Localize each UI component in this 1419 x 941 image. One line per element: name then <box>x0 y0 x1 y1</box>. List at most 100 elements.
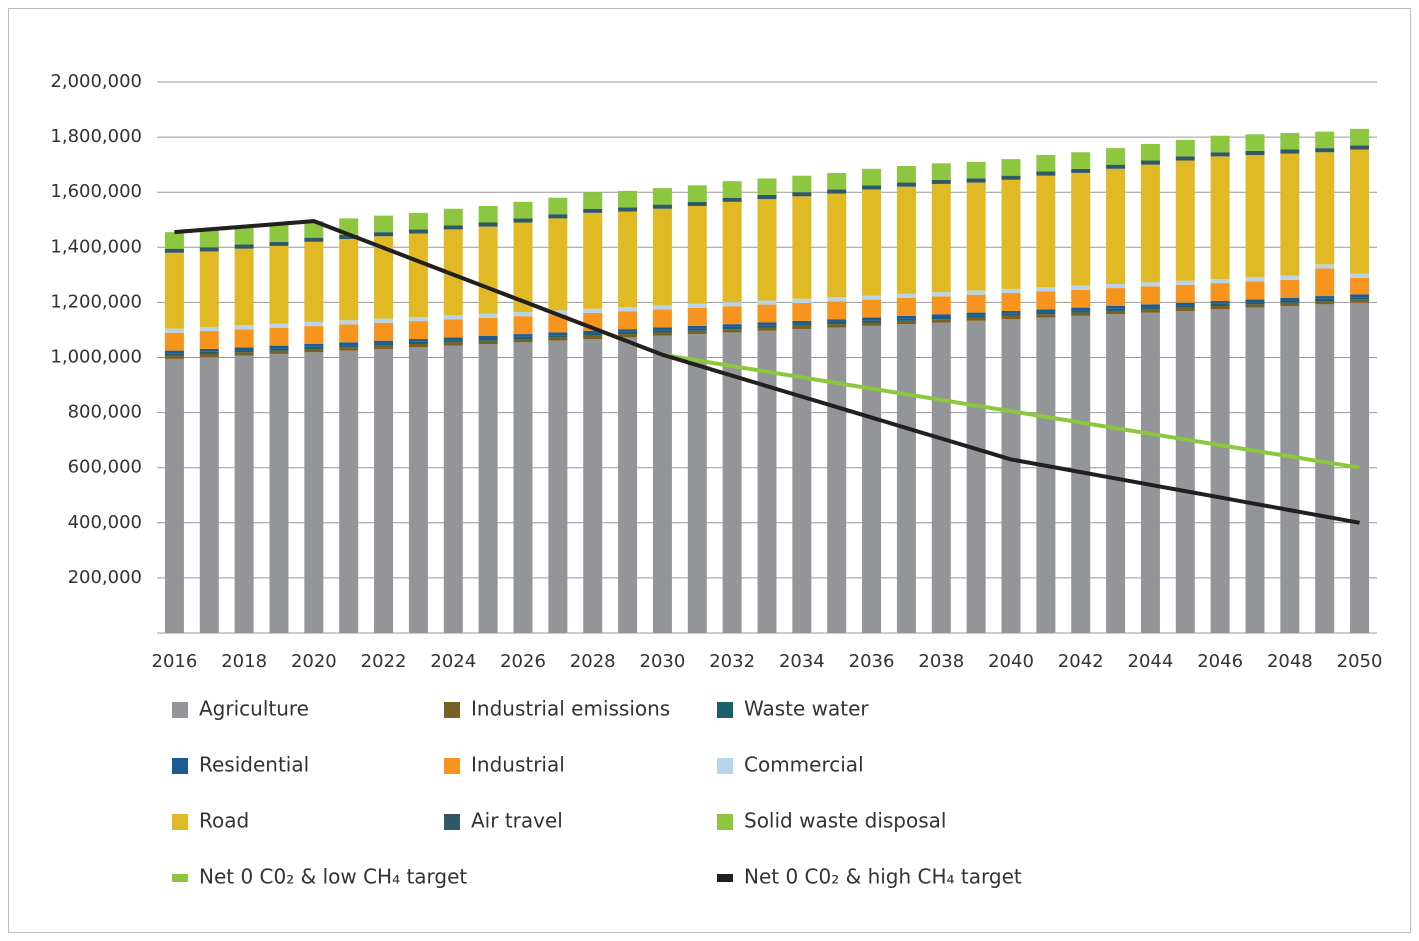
legend-label: Net 0 C0₂ & high CH₄ target <box>744 865 1022 889</box>
bar-segment <box>304 221 324 238</box>
bar-segment <box>1245 277 1265 282</box>
bar-segment <box>374 343 394 346</box>
bar-segment <box>1210 309 1230 633</box>
bar-segment <box>304 348 324 353</box>
bar-segment <box>1140 286 1160 305</box>
bar-segment <box>1245 281 1265 300</box>
bar-segment <box>1106 283 1126 289</box>
bar-segment <box>792 298 812 303</box>
bar-segment <box>618 311 638 330</box>
bar-segment <box>722 306 742 325</box>
bar-segment <box>269 348 289 351</box>
bar-segment <box>374 215 394 233</box>
bar-segment <box>687 185 707 202</box>
bar-segment <box>1071 152 1091 169</box>
bar-segment <box>966 182 986 291</box>
bar-segment <box>583 330 603 334</box>
bar-segment <box>757 300 777 305</box>
bar-segment <box>1280 275 1300 280</box>
x-tick-label: 2020 <box>291 651 337 672</box>
bar-segment <box>408 347 428 633</box>
bar-segment <box>1071 289 1091 308</box>
x-tick-label: 2018 <box>221 651 267 672</box>
bar-segment <box>862 317 882 321</box>
x-tick-label: 2040 <box>988 651 1034 672</box>
bar-segment <box>722 181 742 198</box>
bar-segment <box>1140 307 1160 310</box>
bar-segment <box>862 295 882 300</box>
bar-segment <box>1315 304 1335 633</box>
bar-segment <box>1350 277 1370 295</box>
bar-segment <box>199 230 219 248</box>
bar-segment <box>1245 307 1265 633</box>
bar-segment <box>966 161 986 179</box>
bar-segment <box>1106 310 1126 315</box>
x-tick-label: 2032 <box>709 651 755 672</box>
bar-segment <box>1350 145 1370 150</box>
bar-segment <box>862 299 882 318</box>
bar-segment <box>408 212 428 230</box>
bar-segment <box>1245 155 1265 278</box>
bar-segment <box>304 352 324 633</box>
bar-segment <box>304 321 324 327</box>
bar-segment <box>1210 305 1230 310</box>
bar-segment <box>618 211 638 308</box>
bar-segment <box>164 358 184 633</box>
bar-segment <box>1036 317 1056 633</box>
bar-segment <box>583 192 603 209</box>
bar-segment <box>164 353 184 356</box>
bar-segment <box>443 229 463 316</box>
bar-segment <box>757 327 777 331</box>
bar-segment <box>862 322 882 326</box>
bar-segment <box>652 335 672 633</box>
bar-segment <box>618 331 638 335</box>
bar-segment <box>862 325 882 633</box>
bar-segment <box>548 337 568 341</box>
bar-segment <box>1280 302 1300 306</box>
bar-segment <box>1175 284 1195 303</box>
bar-segment <box>513 336 533 340</box>
chart-frame <box>8 8 1411 933</box>
bar-segment <box>792 329 812 633</box>
y-tick-label: 200,000 <box>68 567 142 588</box>
bar-segment <box>583 335 603 340</box>
bar-segment <box>1106 148 1126 165</box>
bar-segment <box>583 308 603 313</box>
bar-segment <box>1280 153 1300 276</box>
bar-segment <box>374 236 394 319</box>
bar-segment <box>1036 291 1056 310</box>
bar-segment <box>896 186 916 294</box>
bar-segment <box>1315 296 1335 299</box>
bar-segment <box>1175 156 1195 161</box>
bar-segment <box>1001 175 1021 180</box>
bar-segment <box>234 325 254 330</box>
bar-segment <box>757 194 777 200</box>
bar-segment <box>1350 297 1370 300</box>
bar-segment <box>618 337 638 633</box>
bar-segment <box>339 324 359 343</box>
bar-segment <box>827 301 847 320</box>
bar-segment <box>548 218 568 311</box>
bar-segment <box>757 199 777 301</box>
bar-segment <box>1245 299 1265 303</box>
bar-segment <box>792 192 812 197</box>
bar-segment <box>199 353 219 358</box>
bar-segment <box>408 321 428 340</box>
legend-swatch <box>717 874 733 882</box>
bar-segment <box>443 337 463 341</box>
legend-swatch <box>444 702 460 718</box>
bar-segment <box>1071 307 1091 311</box>
bar-segment <box>199 331 219 349</box>
bar-segment <box>304 344 324 347</box>
bar-segment <box>443 225 463 230</box>
bar-segment <box>339 342 359 346</box>
legend-swatch <box>172 874 188 882</box>
bar-segment <box>1001 159 1021 176</box>
x-tick-label: 2048 <box>1267 651 1313 672</box>
bar-segment <box>339 347 359 351</box>
bar-segment <box>792 196 812 299</box>
bar-segment <box>1210 152 1230 157</box>
bar-segment <box>966 317 986 321</box>
bar-segment <box>513 222 533 313</box>
y-tick-label: 600,000 <box>68 457 142 478</box>
